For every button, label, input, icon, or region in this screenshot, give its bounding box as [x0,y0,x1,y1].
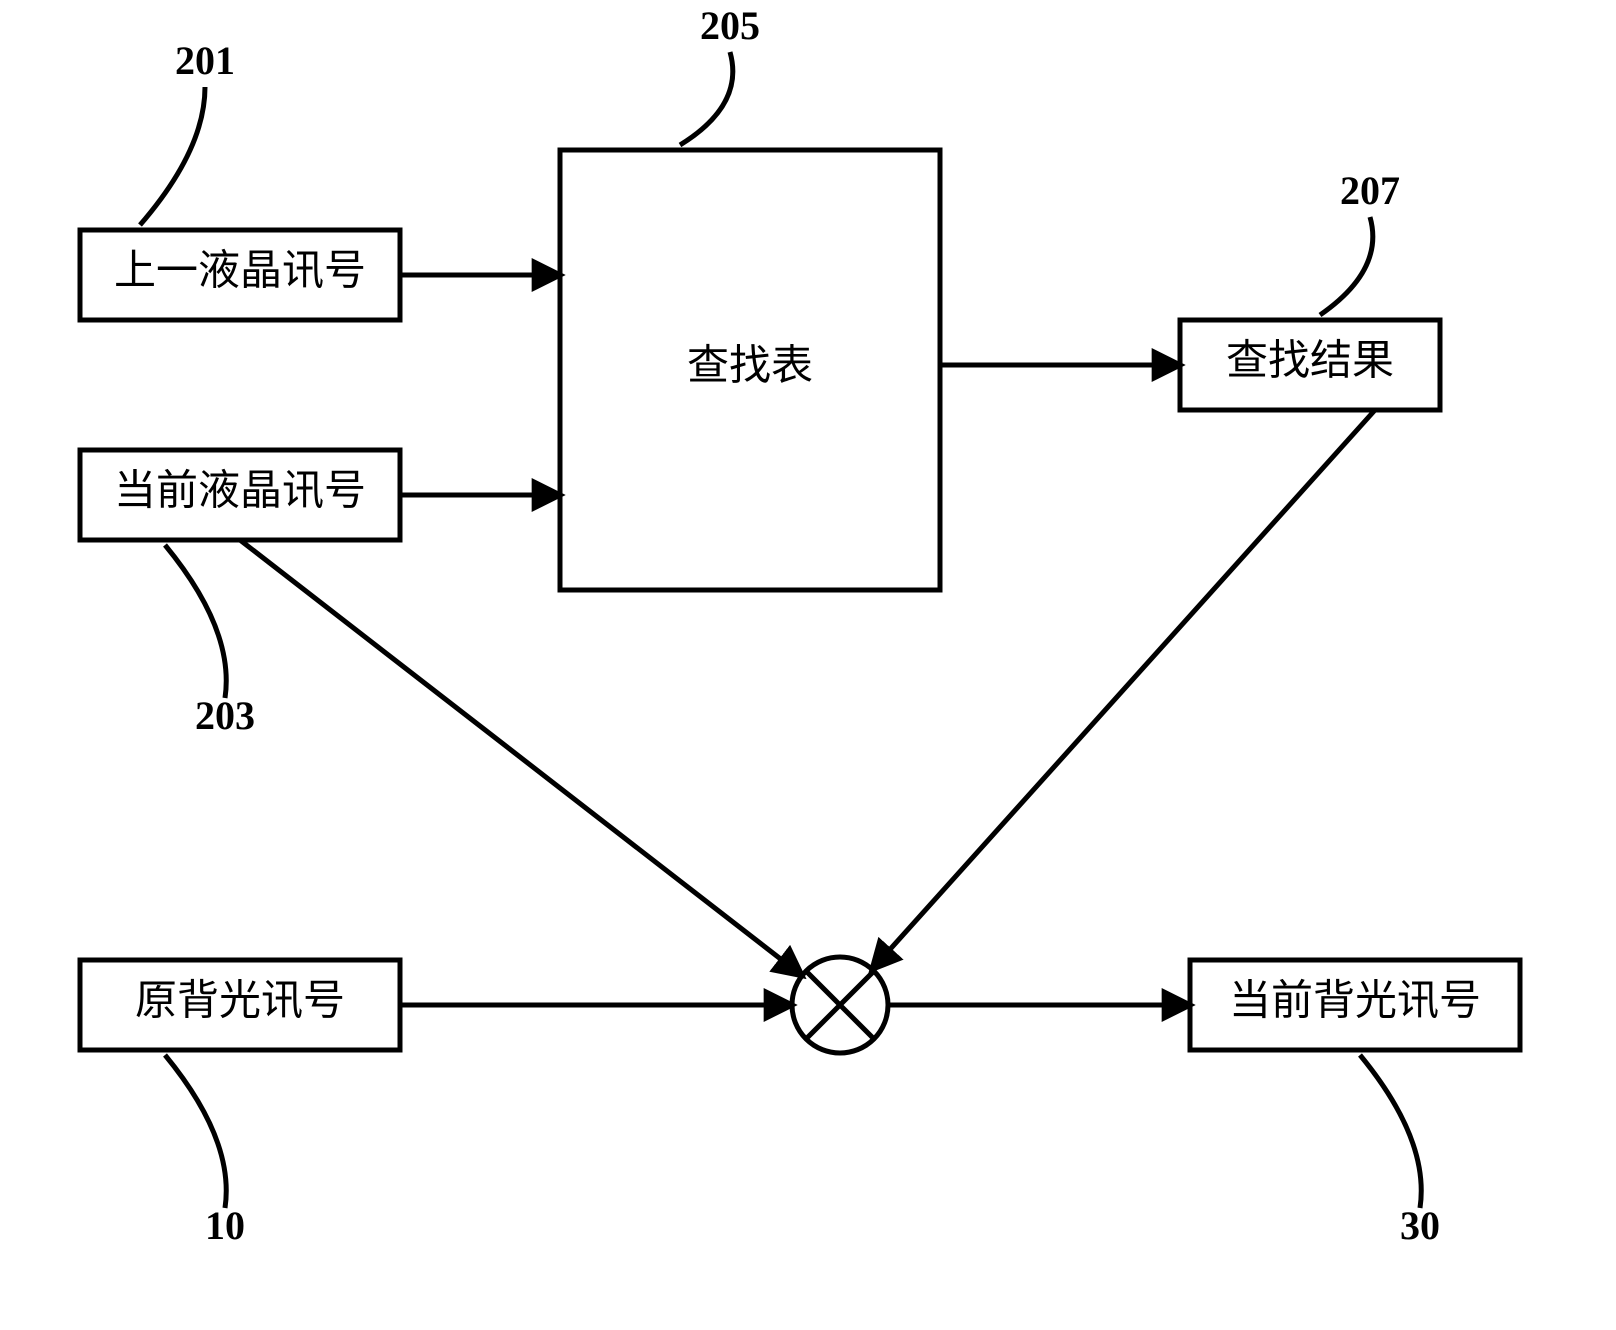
callout-connector-30 [1360,1055,1421,1208]
callout-label-30: 30 [1400,1203,1440,1248]
callout-label-205: 205 [700,3,760,48]
callout-10: 10 [165,1055,245,1248]
callout-connector-10 [165,1055,226,1208]
result-label: 查找结果 [1226,339,1394,385]
callout-label-10: 10 [205,1203,245,1248]
curr_bl-label: 当前背光讯号 [1229,979,1481,1025]
lookup-label: 查找表 [687,344,813,390]
prev_lcd-box: 上一液晶讯号 [80,230,400,320]
curr_lcd-label: 当前液晶讯号 [114,469,366,515]
curr_bl-box: 当前背光讯号 [1190,960,1520,1050]
orig_bl-box: 原背光讯号 [80,960,400,1050]
callout-connector-207 [1320,217,1373,315]
callout-label-207: 207 [1340,168,1400,213]
orig_bl-label: 原背光讯号 [135,979,345,1025]
callout-205: 205 [680,3,760,145]
callout-connector-205 [680,52,733,145]
prev_lcd-label: 上一液晶讯号 [114,249,366,295]
callout-203: 203 [165,545,255,738]
curr_lcd-box: 当前液晶讯号 [80,450,400,540]
callout-30: 30 [1360,1055,1440,1248]
multiplier-node [792,957,888,1053]
arrow-result-to-mult [872,410,1375,969]
callout-connector-203 [165,545,226,698]
result-box: 查找结果 [1180,320,1440,410]
arrow-curr_lcd-to-mult [240,540,802,976]
callout-label-203: 203 [195,693,255,738]
callout-201: 201 [140,38,235,225]
callout-label-201: 201 [175,38,235,83]
lookup-box: 查找表 [560,150,940,590]
callout-207: 207 [1320,168,1400,315]
callout-connector-201 [140,87,205,225]
